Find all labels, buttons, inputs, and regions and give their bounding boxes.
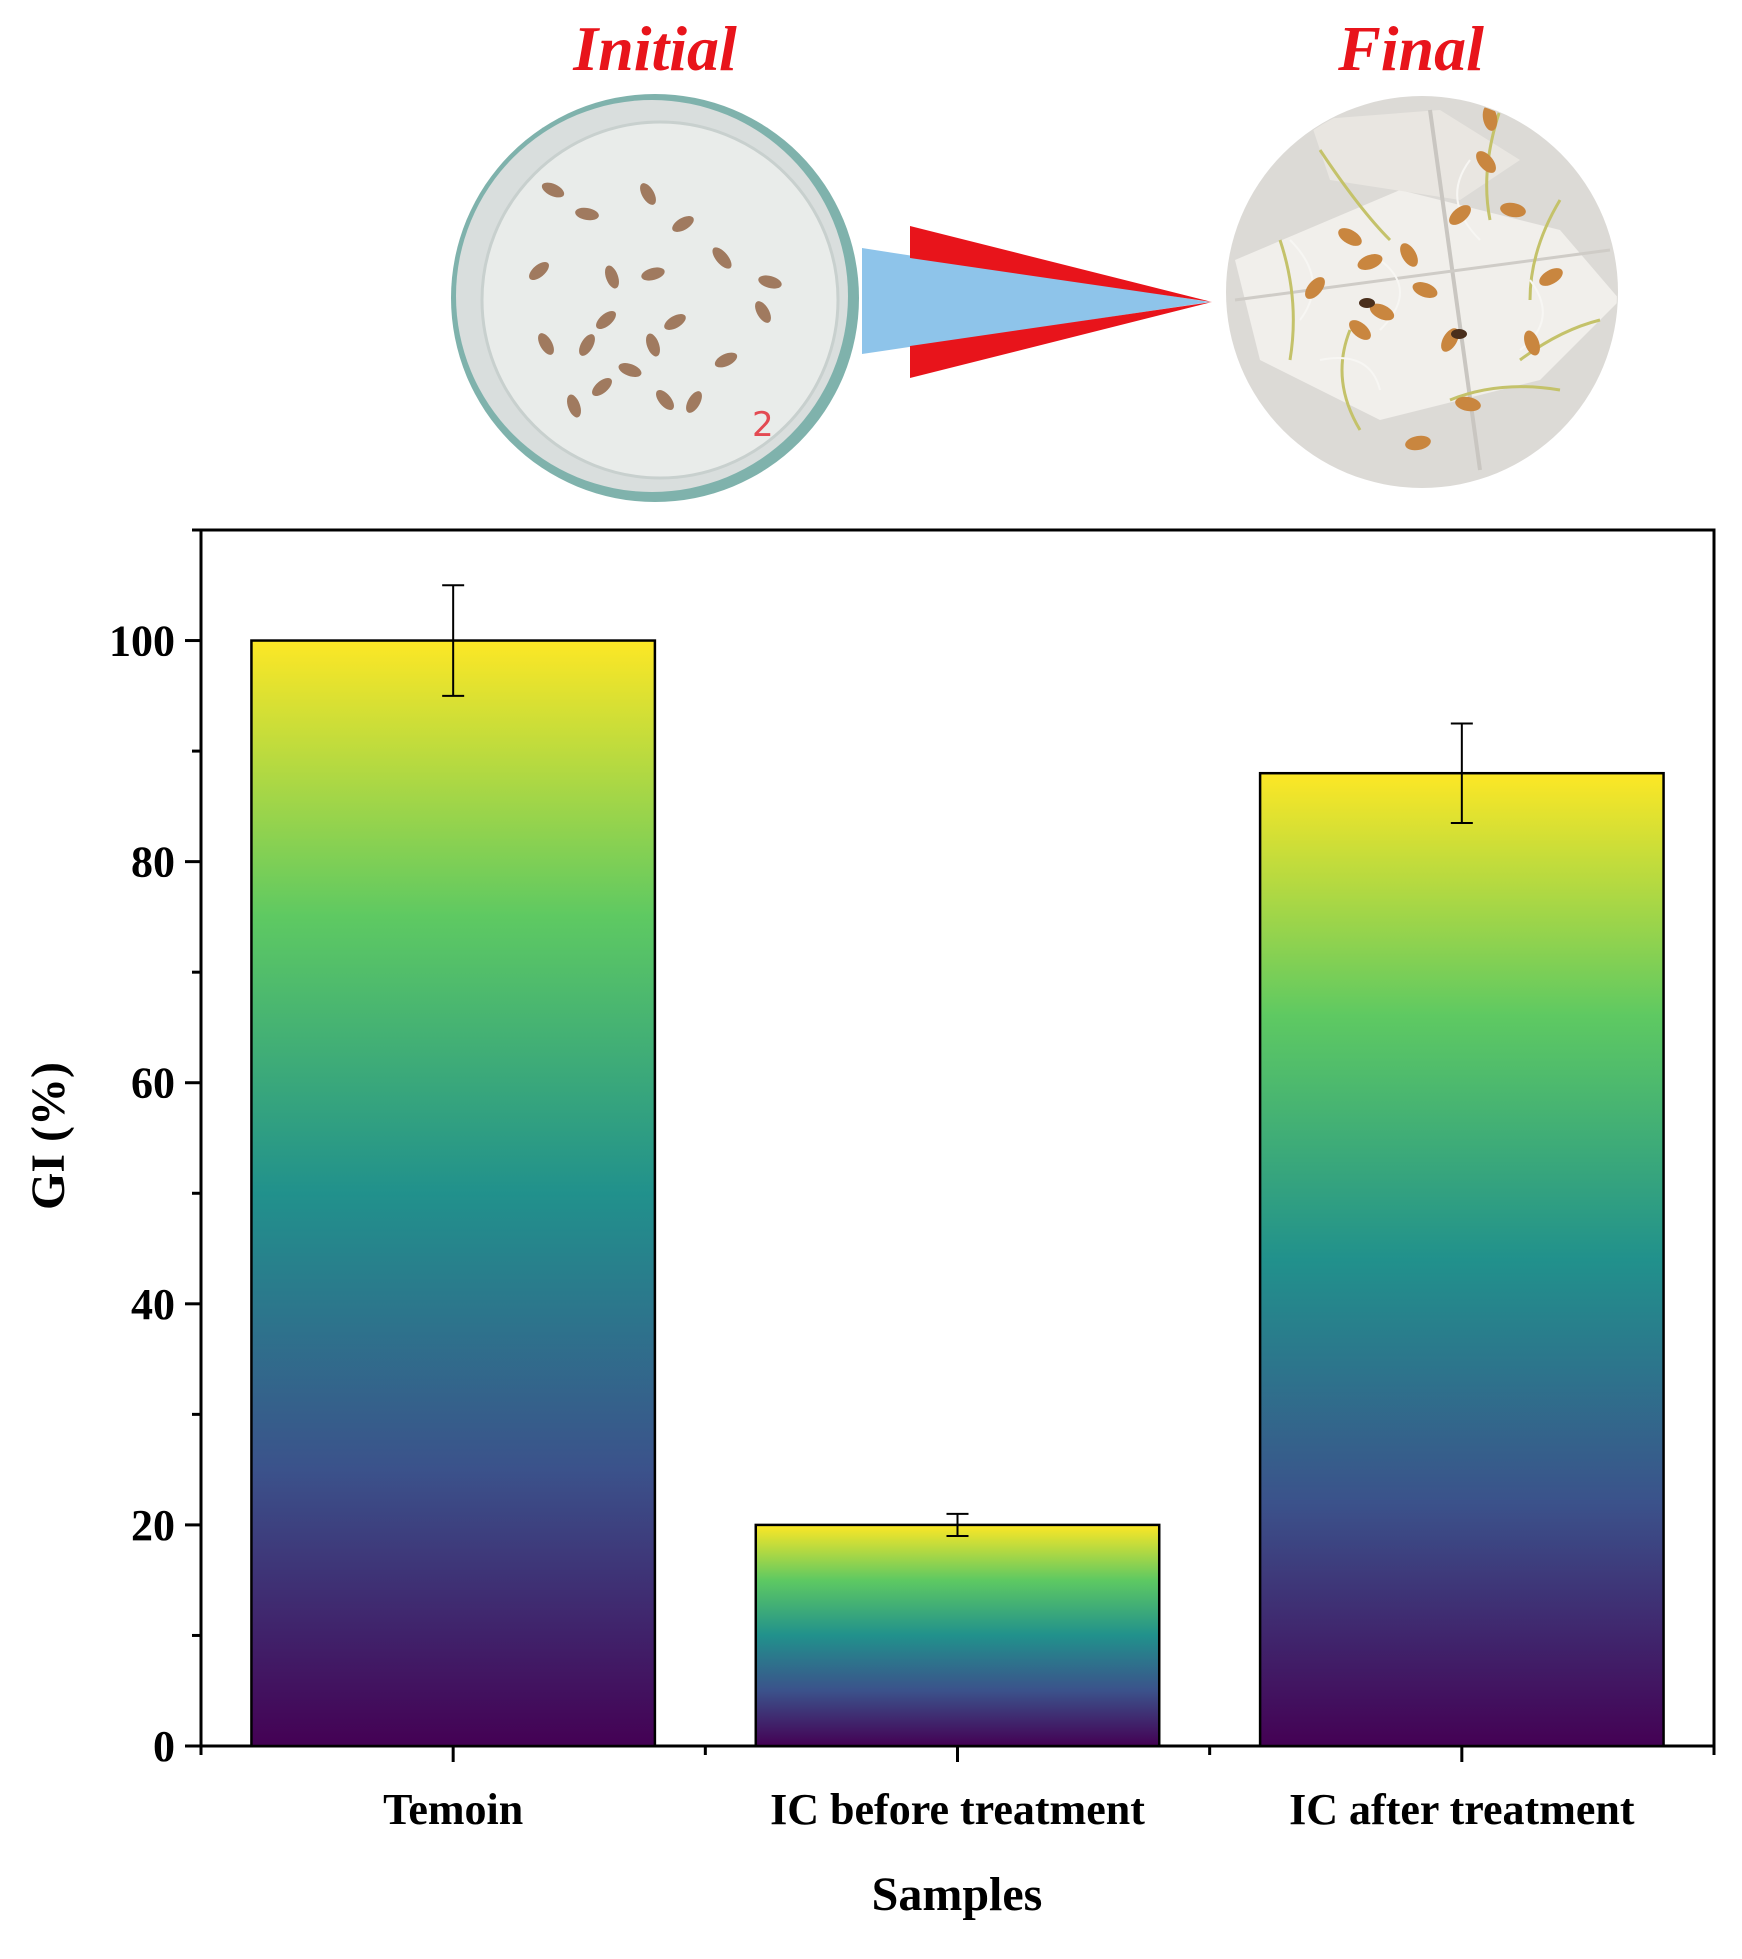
error-bar-2 (1450, 722, 1473, 824)
initial-petri-dish-image: 2 (451, 94, 859, 502)
bar-2 (1258, 771, 1665, 1748)
seed-illustration: Initial Final (451, 13, 1618, 502)
final-label: Final (1337, 13, 1484, 84)
bar-0 (250, 639, 657, 1748)
y-tick-label-0: 0 (153, 1722, 175, 1771)
x-axis: Temoin IC before treatment IC after treatm… (199, 1746, 1716, 1834)
error-bars-layer (442, 584, 1473, 1537)
y-tick-label-2: 40 (131, 1280, 175, 1329)
error-bar-0 (442, 584, 465, 697)
arrow-icon (862, 226, 1212, 378)
y-axis: 0 20 40 60 80 100 (109, 528, 201, 1771)
y-tick-label-1: 20 (131, 1501, 175, 1550)
x-axis-title: Samples (872, 1868, 1043, 1921)
x-tick-label-2: IC after treatment (1289, 1785, 1635, 1834)
final-petri-dish-image (1226, 96, 1618, 488)
x-tick-label-0: Temoin (383, 1785, 523, 1834)
y-axis-title: GI (%) (22, 1062, 75, 1210)
y-tick-label-3: 60 (131, 1059, 175, 1108)
y-tick-label-5: 100 (109, 617, 175, 666)
dish-marking: 2 (752, 405, 774, 445)
gi-bar-chart: 0 20 40 60 80 100 Temoin IC before treatment IC… (22, 528, 1716, 1921)
bars-layer (250, 639, 1665, 1748)
bar-1 (754, 1523, 1161, 1748)
x-tick-label-1: IC before treatment (770, 1785, 1145, 1834)
initial-label: Initial (572, 13, 737, 84)
error-bar-1 (946, 1512, 969, 1537)
y-tick-label-4: 80 (131, 838, 175, 887)
